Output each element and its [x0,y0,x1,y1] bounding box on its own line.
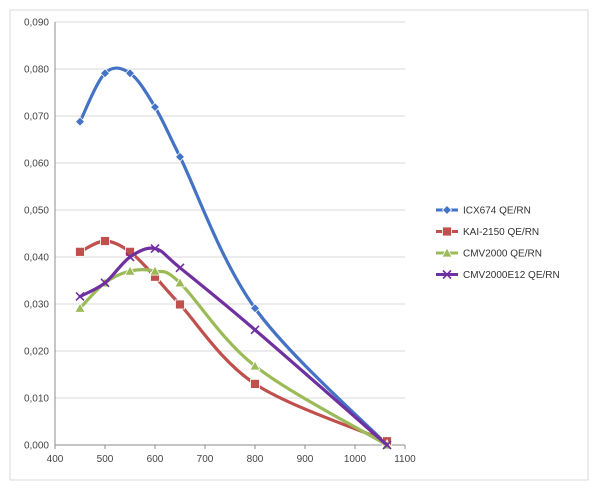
data-point [174,277,186,288]
data-point [75,291,85,302]
legend-swatch-marker [442,226,452,237]
x-tick-label: 800 [247,454,264,465]
data-point [74,116,86,127]
data-point [74,302,86,313]
data-point [250,378,260,389]
legend-entry: ICX674 QE/RN [436,204,531,217]
data-point [99,68,111,79]
data-point [250,325,260,335]
y-tick-label: 0,040 [24,253,49,264]
data-point [249,360,261,371]
y-tick-label: 0,050 [24,206,49,217]
legend-swatch-marker [441,247,453,258]
series-1 [74,66,393,451]
y-tick-label: 0,030 [24,300,49,311]
legend-entry: CMV2000E12 QE/RN [436,269,560,281]
data-point [175,263,185,273]
data-point [125,252,135,262]
x-tick-label: 600 [147,454,164,465]
y-tick-label: 0,090 [24,18,49,29]
series-line [78,66,389,447]
legend-label: CMV2000E12 QE/RN [463,270,560,281]
legend-entry: KAI-2150 QE/RN [436,226,539,238]
data-point [149,102,161,113]
data-point [175,299,185,310]
data-point [382,440,392,450]
data-point [124,265,136,276]
data-point [75,246,85,257]
data-point [100,236,110,246]
legend-label: ICX674 QE/RN [463,206,531,217]
legend-label: CMV2000 QE/RN [463,249,542,260]
x-tick-label: 1100 [394,454,416,465]
series-group [74,66,393,451]
y-tick-label: 0,020 [24,347,49,358]
data-point [149,265,161,276]
y-tick-label: 0,010 [24,394,49,405]
x-tick-label: 900 [297,454,314,465]
data-point [100,278,110,288]
x-tick-label: 400 [47,454,64,465]
chart-frame [9,9,589,481]
y-tick-label: 0,080 [24,65,49,76]
axes: 0,000 0,010 0,020 0,030 0,040 0,050 0,060 0,070… [24,18,416,466]
legend: ICX674 QE/RN KAI-2150 QE/RN CMV2000 QE/RN C… [436,204,560,281]
x-tick-label: 1000 [344,454,367,465]
data-point [249,303,261,314]
data-point [124,68,136,79]
legend-swatch-marker [442,269,452,280]
series-4 [75,243,392,450]
data-point [150,243,160,254]
legend-label: KAI-2150 QE/RN [463,227,539,238]
x-tick-label: 500 [97,454,114,465]
y-tick-label: 0,060 [24,159,49,170]
y-tick-label: 0,070 [24,112,49,123]
legend-entry: CMV2000 QE/RN [436,247,542,260]
y-tick-label: 0,000 [24,441,49,452]
legend-swatch-marker [441,204,453,216]
x-tick-label: 700 [197,454,214,465]
data-point [174,151,186,162]
